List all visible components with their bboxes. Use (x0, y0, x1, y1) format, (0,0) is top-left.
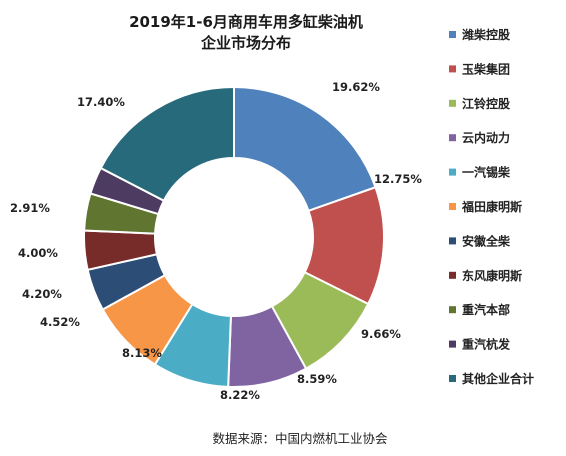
legend-label-11: 其他企业合计 (462, 371, 534, 386)
chart-title-line-2: 企业市场分布 (200, 34, 291, 52)
slice-value-label-1: 19.62% (332, 80, 380, 94)
legend-label-4: 云内动力 (462, 130, 510, 145)
chart-title-line-1: 2019年1-6月商用车用多缸柴油机 (129, 13, 363, 31)
legend: 潍柴控股玉柴集团江铃控股云内动力一汽锡柴福田康明斯安徽全柴东风康明斯重汽本部重汽… (449, 27, 534, 386)
legend-label-9: 重汽本部 (462, 302, 510, 317)
slice-value-label-5: 8.22% (220, 388, 260, 402)
legend-swatch-5 (449, 168, 456, 176)
slice-value-label-6: 8.13% (122, 346, 162, 360)
slice-value-label-8: 4.20% (22, 287, 62, 301)
slice-value-label-3: 9.66% (361, 327, 401, 341)
legend-label-8: 东风康明斯 (462, 268, 522, 283)
legend-swatch-3 (449, 99, 456, 107)
legend-swatch-10 (449, 340, 456, 348)
legend-label-5: 一汽锡柴 (462, 165, 511, 180)
donut-slice-11 (99, 85, 235, 203)
slice-value-label-4: 8.59% (297, 372, 337, 386)
percentage-labels: 19.62% 12.75% 9.66% 8.59% 8.22% 8.13% 4.52% 4.2… (10, 80, 422, 402)
donut-slice-1 (233, 85, 377, 213)
legend-swatch-1 (449, 31, 456, 38)
legend-label-3: 江铃控股 (462, 96, 511, 111)
legend-label-1: 潍柴控股 (461, 27, 511, 42)
legend-label-6: 福田康明斯 (461, 199, 522, 214)
legend-label-2: 玉柴集团 (462, 61, 510, 76)
donut-slices (83, 85, 385, 388)
slice-value-label-11: 17.40% (77, 95, 125, 109)
legend-swatch-2 (449, 65, 456, 73)
legend-swatch-6 (449, 203, 456, 210)
slice-value-label-10: 2.91% (10, 201, 50, 215)
legend-label-7: 安徽全柴 (462, 233, 511, 248)
legend-label-10: 重汽杭发 (462, 337, 511, 352)
source-note: 数据来源：中国内燃机工业协会 (212, 431, 388, 446)
legend-swatch-11 (449, 375, 456, 382)
legend-swatch-8 (449, 271, 456, 279)
slice-value-label-2: 12.75% (374, 172, 422, 186)
legend-swatch-7 (449, 237, 456, 245)
slice-value-label-9: 4.00% (18, 246, 58, 260)
slice-value-label-7: 4.52% (40, 315, 80, 329)
legend-swatch-4 (449, 134, 456, 142)
legend-swatch-9 (449, 306, 456, 314)
